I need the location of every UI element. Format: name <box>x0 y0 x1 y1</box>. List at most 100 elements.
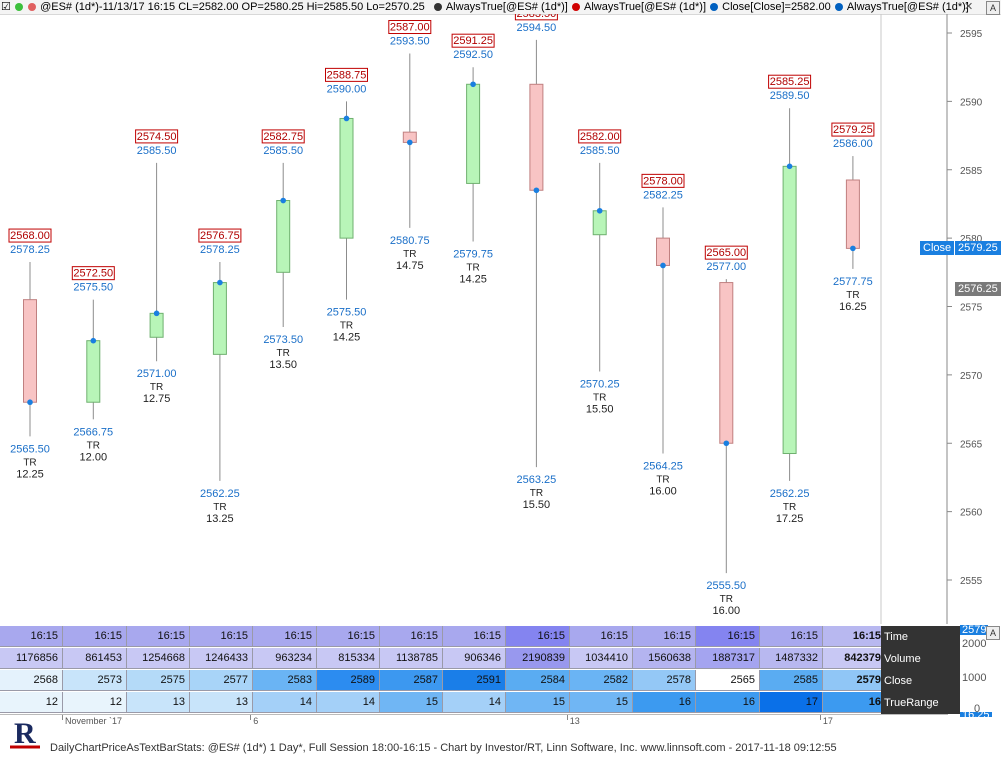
close-label-box <box>641 173 685 188</box>
table-cell: 815334 <box>317 648 380 669</box>
indicator-dot-icon <box>571 3 580 11</box>
table-cell: 15 <box>380 692 443 713</box>
close-label-box <box>8 228 52 243</box>
close-marker <box>786 163 793 170</box>
tr-label: TR <box>23 457 36 468</box>
chart-header: ☑ @ES# (1d*)-11/13/17 16:15 CL=2582.00 O… <box>0 0 1001 15</box>
table-cell: 16 <box>823 692 886 713</box>
table-row: 1176856 861453 1254668 1246433 963234 815334 1… <box>0 648 886 670</box>
price-tick-label: 2585 <box>960 166 983 177</box>
price-chart[interactable]: 2555 2560 2565 2570 2575 2580 2585 2590 2595 256… <box>0 14 1001 624</box>
tr-value: 12.00 <box>80 451 108 463</box>
close-tag-label: Close <box>923 242 952 255</box>
table-autoscale-button[interactable]: A <box>986 626 1000 640</box>
indicator-label[interactable]: Close[Close]=2582.00 <box>722 1 831 13</box>
indicator-label[interactable]: AlwaysTrue[@ES# (1d*)] <box>445 1 568 13</box>
candle-body <box>656 237 670 266</box>
low-price-label: 2573.50 <box>263 334 303 346</box>
tr-value: 16.00 <box>713 605 741 617</box>
table-cell: 1887317 <box>696 648 760 669</box>
high-price-label: 2593.50 <box>390 36 430 48</box>
tr-value: 12.75 <box>143 393 171 405</box>
close-marker <box>343 115 350 122</box>
candle-body <box>23 299 37 403</box>
close-price-label: 2576.75 <box>200 230 240 242</box>
table-cell: 1487332 <box>760 648 823 669</box>
high-price-label: 2582.25 <box>643 189 683 201</box>
close-marker <box>153 310 160 317</box>
close-label-box <box>325 67 368 82</box>
price-tick-label: 2555 <box>960 576 983 587</box>
indicator-label[interactable]: AlwaysTrue[@ES# (1d*)] <box>846 1 969 13</box>
candle-body <box>592 210 607 236</box>
table-row-label: TrueRange <box>881 692 960 714</box>
table-cell: 2565 <box>696 670 760 691</box>
price-tick-label: 2560 <box>960 508 983 519</box>
close-label-box <box>261 129 305 144</box>
table-cell: 1138785 <box>380 648 443 669</box>
chart-footer: DailyChartPriceAsTextBarStats: @ES# (1d*… <box>50 742 837 754</box>
autoscale-button[interactable]: A <box>986 1 1000 15</box>
table-cell: 16:15 <box>0 626 63 647</box>
close-icon[interactable]: ✕ <box>964 1 974 13</box>
table-cell: 16:15 <box>570 626 633 647</box>
table-cell: 1034410 <box>570 648 633 669</box>
tr-label: TR <box>783 502 796 513</box>
low-price-label: 2566.75 <box>73 426 113 438</box>
candle-body <box>149 312 164 338</box>
table-cell: 15 <box>570 692 633 713</box>
table-cell: 12 <box>0 692 63 713</box>
table-cell: 906346 <box>443 648 506 669</box>
panel-checkbox[interactable]: ☑ <box>1 1 11 13</box>
table-cell: 16:15 <box>63 626 127 647</box>
candle-body <box>719 282 734 444</box>
close-marker <box>280 197 287 204</box>
tr-value: 14.25 <box>333 332 361 344</box>
table-cell: 2585 <box>760 670 823 691</box>
table-cell: 14 <box>253 692 317 713</box>
table-row: 2568 2573 2575 2577 2583 2589 2587 2591 2584 2582… <box>0 670 886 692</box>
tr-label: TR <box>213 502 226 513</box>
date-label: November `17 <box>65 716 123 726</box>
tr-value: 17.25 <box>776 513 804 525</box>
close-marker <box>850 245 856 252</box>
candle-body <box>782 165 797 455</box>
table-cell: 2584 <box>506 670 570 691</box>
table-cell: 16:15 <box>696 626 760 647</box>
svg-text:R: R <box>14 717 36 750</box>
close-marker <box>407 139 413 146</box>
low-price-label: 2575.50 <box>327 307 367 319</box>
tr-value: 13.25 <box>206 513 234 525</box>
date-tick-mark <box>62 715 63 720</box>
date-tick-mark <box>250 715 252 720</box>
table-cell: 2579 <box>823 670 886 691</box>
high-price-label: 2578.25 <box>10 244 50 256</box>
table-cell: 2575 <box>127 670 190 691</box>
table-cell: 16:15 <box>380 626 443 647</box>
table-row-label: Volume <box>881 648 960 670</box>
table-close-axis-value: 2579 <box>960 625 989 635</box>
close-marker <box>27 399 33 406</box>
indicator-dot-icon <box>834 3 843 11</box>
table-cell: 2591 <box>443 670 506 691</box>
partial-tr-tag: 16.25 <box>960 712 992 717</box>
table-cell: 963234 <box>253 648 317 669</box>
low-price-label: 2562.25 <box>200 488 240 500</box>
close-marker <box>596 207 603 214</box>
date-tick-mark <box>566 715 568 720</box>
table-cell: 2578 <box>633 670 696 691</box>
date-tick-mark <box>819 715 821 720</box>
table-cell: 17 <box>760 692 823 713</box>
table-cell: 1246433 <box>190 648 253 669</box>
close-marker <box>470 81 476 88</box>
table-cell: 1560638 <box>633 648 696 669</box>
close-label-box <box>451 33 495 48</box>
red-status-icon[interactable] <box>28 3 36 11</box>
price-tick-label: 2570 <box>960 371 983 382</box>
tr-label: TR <box>150 382 163 393</box>
tr-value: 15.50 <box>523 499 551 511</box>
green-status-icon[interactable] <box>14 3 23 11</box>
close-label-box <box>704 245 748 260</box>
close-label-box <box>578 129 622 144</box>
indicator-label[interactable]: AlwaysTrue[@ES# (1d*)] <box>584 1 707 13</box>
